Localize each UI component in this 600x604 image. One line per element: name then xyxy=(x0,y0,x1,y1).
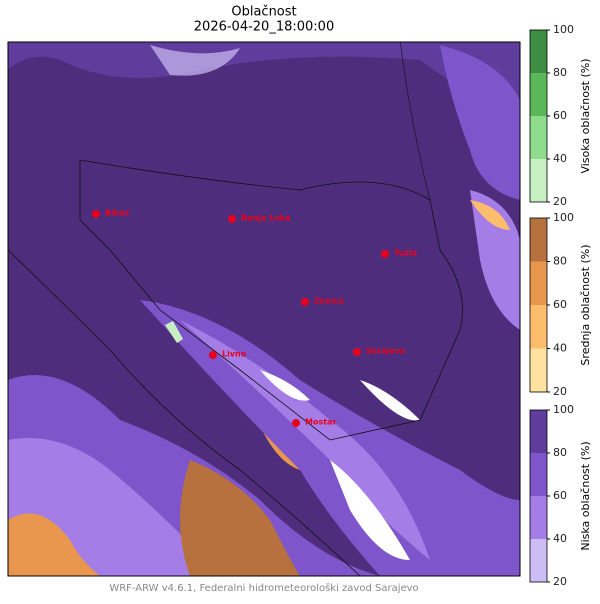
colorbar-band xyxy=(530,73,547,116)
colorbar-tick-label: 40 xyxy=(553,342,567,355)
city-label: Mostar xyxy=(305,418,336,427)
colorbar-band xyxy=(530,30,547,73)
city-label: Zenica xyxy=(314,297,344,306)
colorbar-label: Srednja oblačnost (%) xyxy=(579,244,592,365)
colorbar-tick-label: 20 xyxy=(553,385,567,398)
city-label: Banja Luka xyxy=(241,214,291,223)
colorbar-tick-label: 80 xyxy=(553,66,567,79)
city-label: Sarajevo xyxy=(366,347,406,356)
city-label: Tuzla xyxy=(394,249,417,258)
colorbar-label: Visoka oblačnost (%) xyxy=(579,58,592,173)
map xyxy=(7,41,521,577)
colorbar-band xyxy=(530,539,547,582)
city-marker xyxy=(292,419,300,427)
colorbar-tick-label: 60 xyxy=(553,489,567,502)
title: Oblačnost xyxy=(231,5,296,20)
footer: WRF-ARW v4.6.1, Federalni hidrometeorolo… xyxy=(109,582,418,594)
colorbar-tick-label: 40 xyxy=(553,152,567,165)
city-marker xyxy=(353,348,361,356)
colorbar-tick-label: 80 xyxy=(553,255,567,268)
colorbar-tick-label: 20 xyxy=(553,575,567,588)
city-label: Bihać xyxy=(105,208,130,218)
colorbar-tick-label: 80 xyxy=(553,446,567,459)
colorbar-band xyxy=(530,116,547,159)
colorbar-tick-label: 100 xyxy=(553,403,574,416)
colorbar-band xyxy=(530,218,547,262)
colorbar-band xyxy=(530,348,547,392)
colorbar-band xyxy=(530,261,547,305)
city-marker xyxy=(209,351,217,359)
colorbar-band xyxy=(530,159,547,202)
colorbar-tick-label: 40 xyxy=(553,532,567,545)
colorbar-tick-label: 20 xyxy=(553,195,567,208)
colorbar-tick-label: 100 xyxy=(553,23,574,36)
colorbar-band xyxy=(530,305,547,349)
city-layer: Bihać Banja Luka Tuzla Zenica Livno Sarajevo M… xyxy=(92,208,417,427)
city-marker xyxy=(92,210,100,218)
colorbar-tick-label: 60 xyxy=(553,109,567,122)
colorbar-band xyxy=(530,410,547,453)
city-marker xyxy=(228,215,236,223)
colorbar-band xyxy=(530,496,547,539)
colorbar-band xyxy=(530,453,547,496)
city-label: Livno xyxy=(222,350,247,359)
colorbar-label: Niska oblačnost (%) xyxy=(579,441,592,550)
colorbar-tick-label: 100 xyxy=(553,211,574,224)
city-marker xyxy=(381,250,389,258)
colorbars: 20 40 60 80 100 Visoka oblačnost (%) 20 40 60 80 1… xyxy=(529,23,592,588)
colorbar-tick-label: 60 xyxy=(553,298,567,311)
city-marker xyxy=(301,298,309,306)
subtitle: 2026-04-20_18:00:00 xyxy=(194,20,334,35)
